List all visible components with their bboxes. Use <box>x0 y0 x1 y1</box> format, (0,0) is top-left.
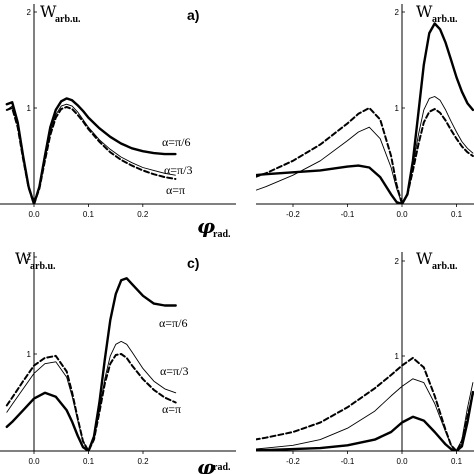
x-tick-label: 0.1 <box>83 457 95 466</box>
series-line-1 <box>5 97 177 204</box>
x-tick-label: 0.2 <box>137 210 149 219</box>
series-line-2 <box>6 340 177 451</box>
y-tick-label: 2 <box>395 257 400 266</box>
x-tick-label: 0.1 <box>83 210 95 219</box>
y-tick-label: 1 <box>395 104 400 113</box>
y-tick-label: 1 <box>27 104 32 113</box>
series-line-3 <box>5 106 177 204</box>
y-tick-label: 1 <box>395 352 400 361</box>
y-axis-label: W <box>15 249 32 268</box>
y-axis-unit: arb.u. <box>30 261 56 272</box>
x-tick-label: -0.2 <box>286 210 300 219</box>
legend-entry-1: α=π/6 <box>162 135 190 149</box>
series-line-3 <box>5 353 177 451</box>
x-tick-label: 0.0 <box>28 457 40 466</box>
x-tick-label: 0.2 <box>137 457 149 466</box>
y-tick-label: 2 <box>395 8 400 17</box>
legend-entry-3: α=π <box>166 183 185 197</box>
x-tick-label: 0.1 <box>451 457 463 466</box>
legend-entry-3: α=π <box>162 402 181 416</box>
x-axis-unit: rad. <box>213 462 231 473</box>
x-axis-label: φ <box>197 214 215 238</box>
y-tick-label: 2 <box>27 253 32 262</box>
panel-label: c) <box>187 255 199 271</box>
x-tick-label: 0.1 <box>451 210 463 219</box>
legend-entry-2: α=π/3 <box>164 163 192 177</box>
series-line-3 <box>256 356 474 451</box>
y-tick-label: 2 <box>27 8 32 17</box>
x-axis-unit: rad. <box>213 229 231 240</box>
panel-b: W arb.u. -0.2 -0.1 0.0 0.1 1 2 <box>256 2 474 219</box>
panel-c: W arb.u. c) φ rad. α=π/6 α=π/3 α=π 0.0 0.… <box>0 249 236 474</box>
x-tick-label: -0.2 <box>286 457 300 466</box>
y-axis-unit: arb.u. <box>432 14 458 25</box>
y-axis-unit: arb.u. <box>55 14 81 25</box>
x-tick-label: -0.1 <box>341 210 355 219</box>
y-axis-label: W <box>416 249 433 268</box>
series-line-1 <box>5 277 177 451</box>
legend-entry-1: α=π/6 <box>159 316 187 330</box>
x-tick-label: -0.1 <box>341 457 355 466</box>
x-axis-label: φ <box>197 455 215 474</box>
x-tick-label: 0.0 <box>396 457 408 466</box>
y-axis-unit: arb.u. <box>432 261 458 272</box>
panel-a: W arb.u. a) φ rad. α=π/6 α=π/3 α=π 0.0 0.… <box>0 2 236 240</box>
panel-label: a) <box>187 7 199 23</box>
panel-d: W arb.u. -0.2 -0.1 0.0 0.1 1 2 <box>256 249 474 466</box>
x-tick-label: 0.0 <box>396 210 408 219</box>
y-tick-label: 1 <box>27 350 32 359</box>
series-line-3 <box>256 107 474 204</box>
y-axis-label: W <box>416 2 433 21</box>
y-axis-label: W <box>40 2 57 21</box>
legend-entry-2: α=π/3 <box>160 364 188 378</box>
series-line-1 <box>256 390 474 451</box>
x-tick-label: 0.0 <box>28 210 40 219</box>
